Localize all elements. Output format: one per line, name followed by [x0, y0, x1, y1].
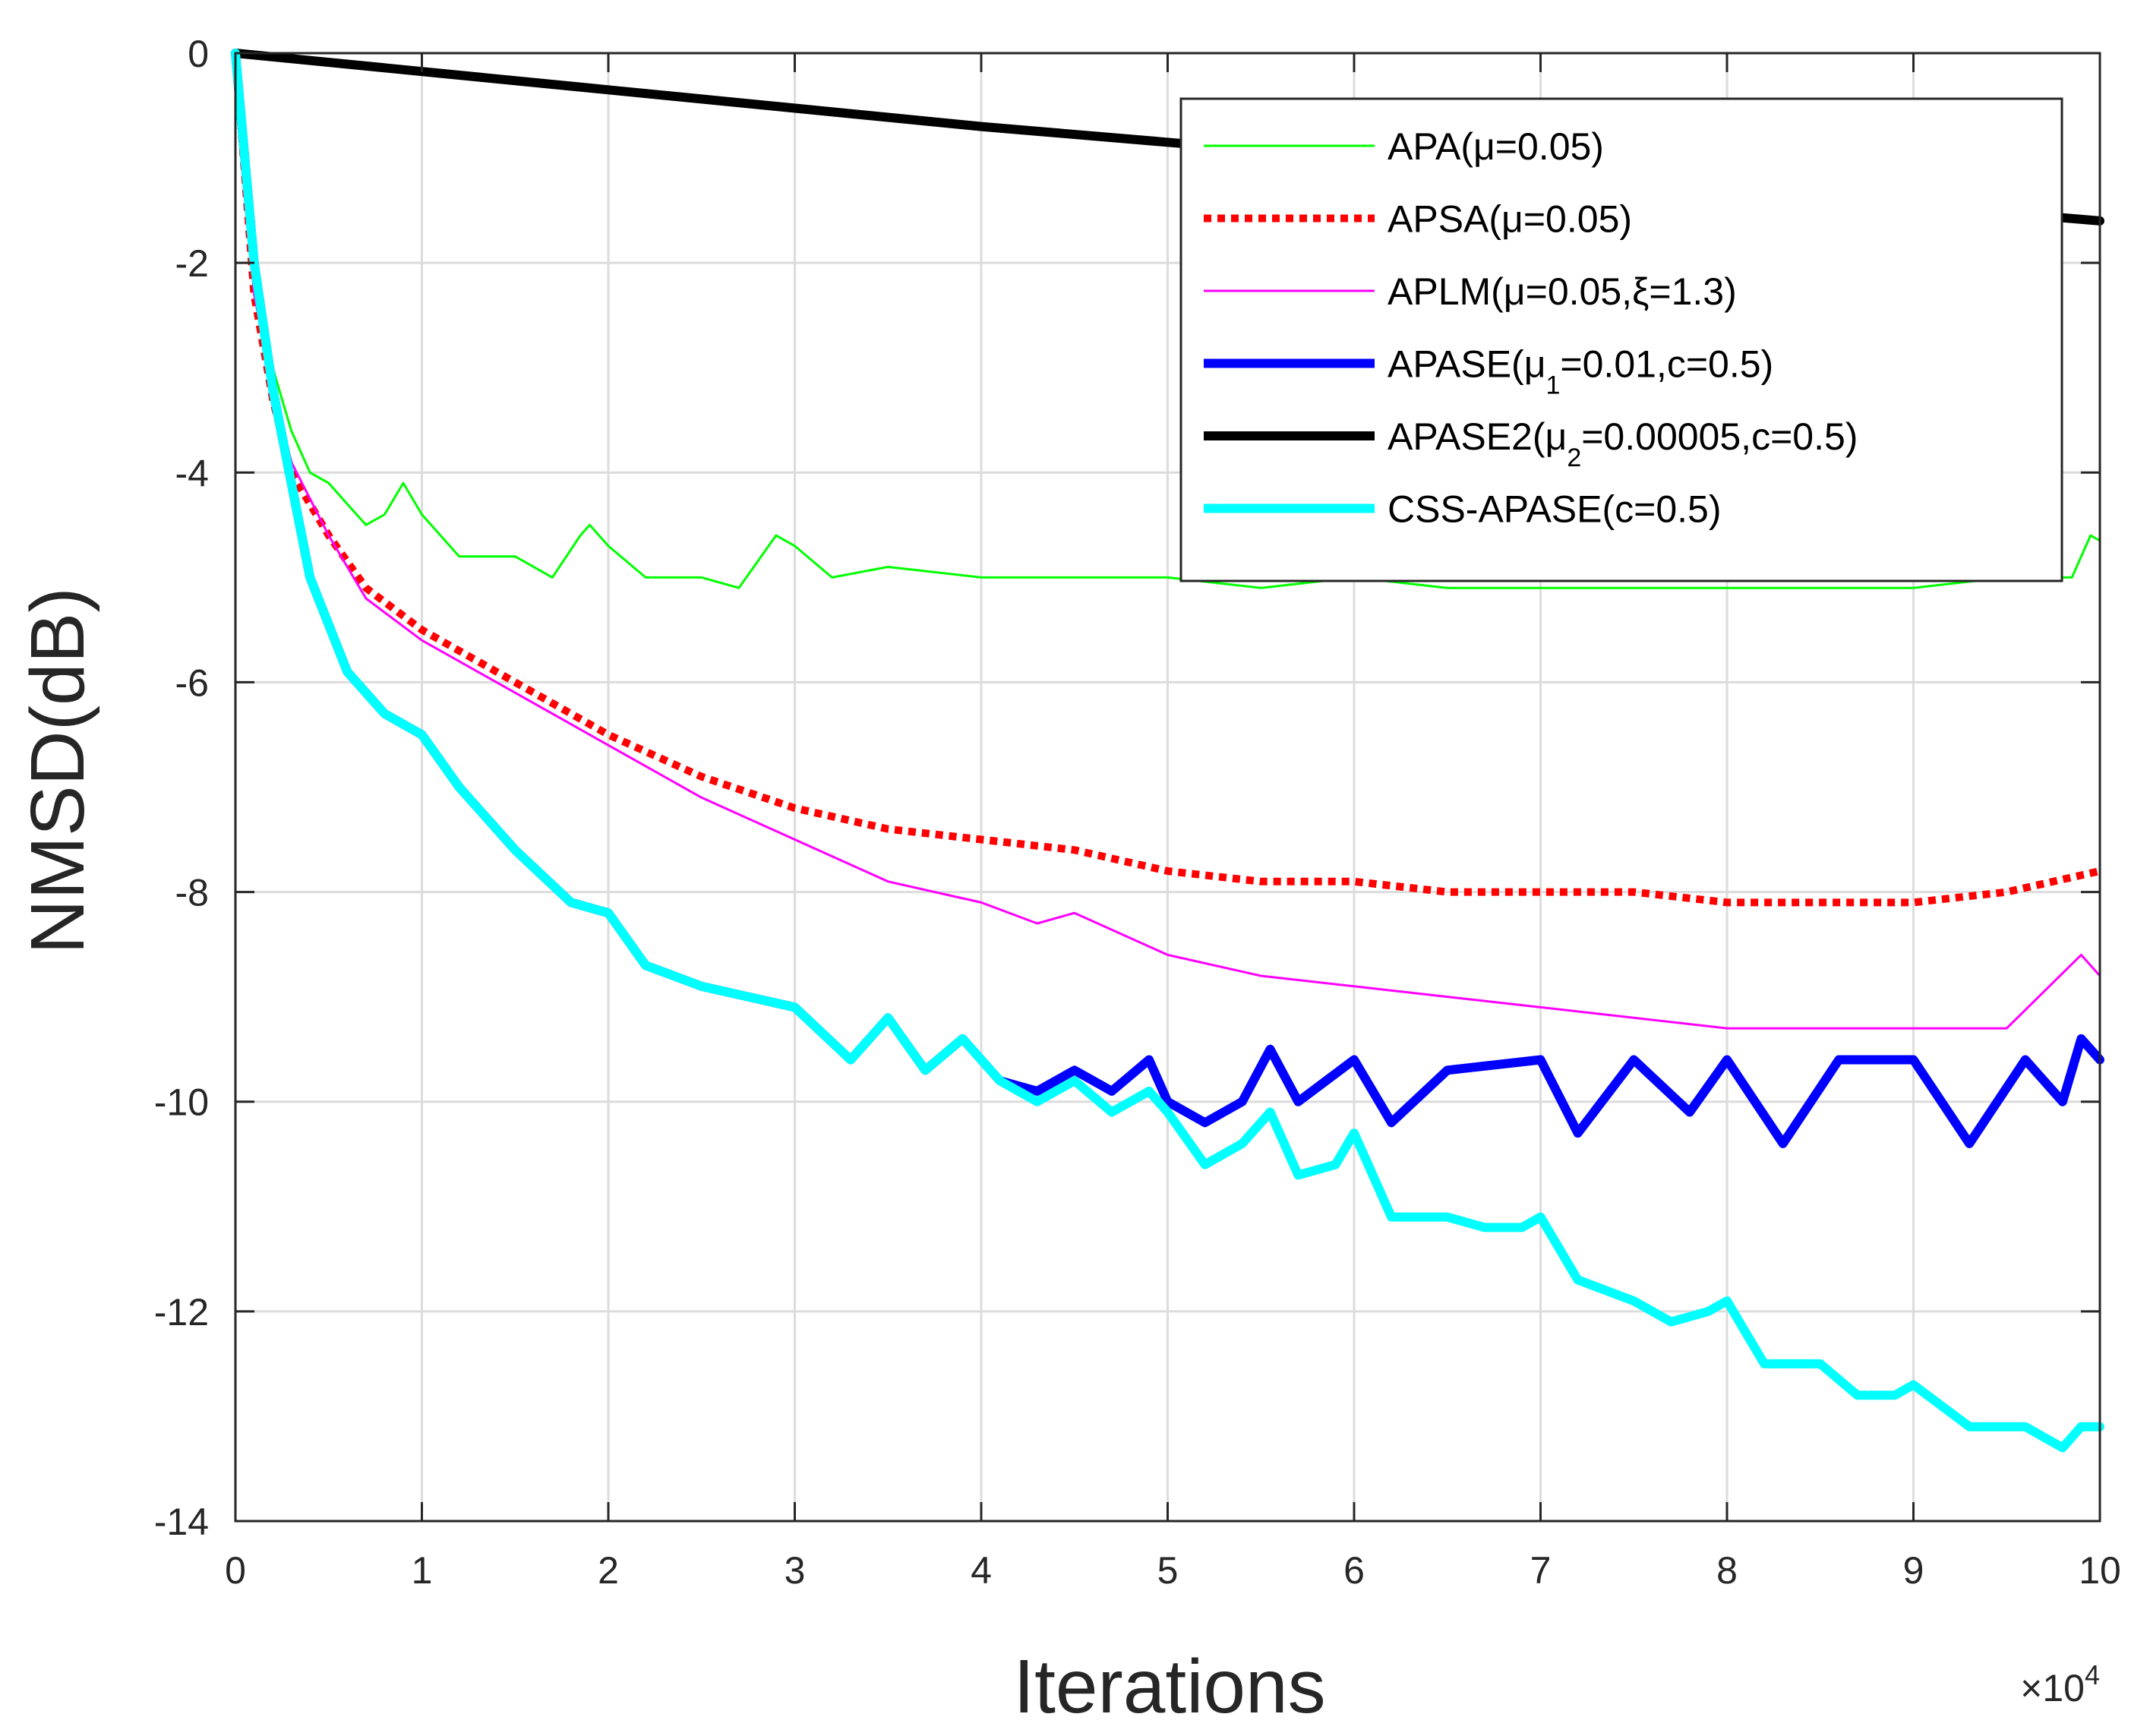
y-tick-label-0: 0 — [188, 33, 209, 75]
legend-label-4-part-2: =0.00005,c=0.5) — [1581, 415, 1858, 458]
legend-label-3-part-0: APASE(μ — [1388, 343, 1546, 386]
x-tick-label-6: 6 — [1343, 1549, 1365, 1592]
y-tick-label-3: -6 — [175, 661, 209, 704]
x-tick-label-7: 7 — [1530, 1549, 1552, 1592]
legend-label-2-part-0: APLM(μ=0.05,ξ=1.3) — [1388, 270, 1737, 313]
legend-box — [1179, 97, 2063, 582]
legend-label-2: APLM(μ=0.05,ξ=1.3) — [1388, 270, 1737, 313]
legend-label-5: CSS-APASE(c=0.5) — [1388, 488, 1722, 531]
legend-label-1: APSA(μ=0.05) — [1388, 198, 1632, 241]
legend-label-5-part-0: CSS-APASE(c=0.5) — [1388, 488, 1722, 531]
legend-label-0: APA(μ=0.05) — [1388, 125, 1604, 168]
series-line-5 — [231, 49, 2104, 1453]
x-tick-label-10: 10 — [2079, 1549, 2121, 1592]
x-tick-label-3: 3 — [785, 1549, 806, 1592]
legend-label-4-part-1: 2 — [1567, 443, 1581, 472]
x-tick-label-9: 9 — [1903, 1549, 1924, 1592]
series-line-2 — [234, 52, 2101, 1030]
y-tick-label-6: -12 — [154, 1291, 209, 1334]
x-tick-label-8: 8 — [1716, 1549, 1738, 1592]
x-tick-label-1: 1 — [412, 1549, 433, 1592]
x-axis-label: Iterations — [1013, 1644, 1325, 1729]
axes — [234, 52, 2101, 1523]
legend-label-4: APASE2(μ2=0.00005,c=0.5) — [1388, 415, 1858, 472]
legend-label-0-part-0: APA(μ=0.05) — [1388, 125, 1604, 168]
series-line-0 — [234, 52, 2101, 589]
y-tick-label-7: -14 — [154, 1501, 209, 1543]
x-exponent-label: ×104 — [2020, 1659, 2100, 1709]
y-tick-label-2: -4 — [175, 452, 209, 494]
x-tick-label-2: 2 — [598, 1549, 619, 1592]
x-exponent-base: ×10 — [2020, 1667, 2085, 1709]
legend-label-4-part-0: APASE2(μ — [1388, 415, 1567, 458]
y-tick-label-4: -8 — [175, 872, 209, 914]
y-tick-label-1: -2 — [175, 242, 209, 285]
y-axis-label: NMSD(dB) — [15, 587, 100, 954]
legend-label-3-part-2: =0.01,c=0.5) — [1560, 343, 1773, 386]
tick-labels: 0 1 2 3 4 5 6 7 8 9 10 0 -2 -4 -6 -8 -10 -12 -14 — [154, 33, 2121, 1592]
legend: APA(μ=0.05) APSA(μ=0.05) APLM(μ=0.05,ξ=1.3… — [1179, 97, 2063, 582]
x-exponent-power: 4 — [2085, 1659, 2100, 1690]
legend-label-3: APASE(μ1=0.01,c=0.5) — [1388, 343, 1773, 400]
x-tick-label-5: 5 — [1157, 1549, 1179, 1592]
y-tick-label-5: -10 — [154, 1081, 209, 1124]
legend-label-3-part-1: 1 — [1546, 371, 1561, 400]
x-tick-label-0: 0 — [225, 1549, 246, 1592]
x-tick-label-4: 4 — [971, 1549, 992, 1592]
legend-label-1-part-0: APSA(μ=0.05) — [1388, 198, 1632, 241]
